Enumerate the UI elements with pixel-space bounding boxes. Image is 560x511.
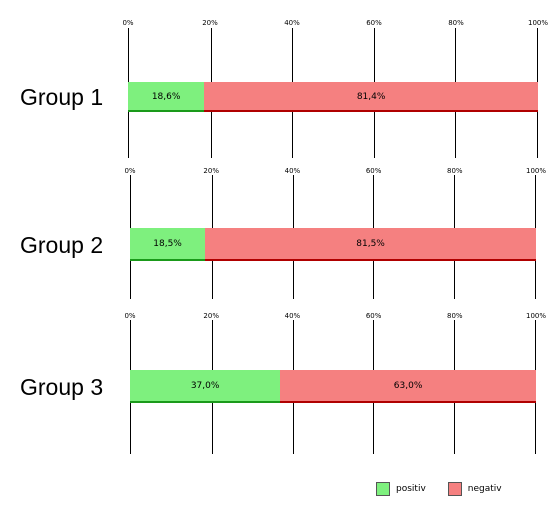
tick-label-g3-2: 40% (284, 312, 301, 320)
tick-label-g2-3: 60% (365, 167, 382, 175)
legend-label-negativ: negativ (467, 484, 502, 494)
tick-label-g2-4: 80% (447, 167, 463, 175)
legend-item-positiv: positiv (376, 482, 426, 496)
bar-positiv-group-1: 18,6% (128, 82, 205, 112)
bar-positiv-group-2: 18,5% (130, 228, 206, 261)
tick-label-g3-1: 20% (203, 312, 219, 320)
tick-label-g2-2: 40% (284, 167, 301, 175)
legend-swatch-negativ (447, 482, 462, 496)
tick-label-g2-5: 100% (525, 167, 547, 175)
bar-negativ-group-1: 81,4% (204, 82, 538, 112)
bar-label-negativ-group-3: 63,0% (393, 381, 423, 391)
bar-negativ-group-2: 81,5% (205, 228, 536, 261)
tick-label-g1-0: 0% (122, 19, 134, 27)
group-label-3: Group 3 (20, 374, 104, 400)
bar-negativ-group-3: 63,0% (280, 370, 536, 403)
group-label-1: Group 1 (20, 84, 104, 110)
tick-label-g3-5: 100% (525, 312, 547, 320)
bar-label-positiv-group-3: 37,0% (190, 381, 220, 391)
tick-label-g1-2: 40% (284, 19, 300, 27)
legend-swatch-positiv (376, 482, 390, 496)
bar-positiv-group-3: 37,0% (130, 370, 281, 403)
tick-label-g3-3: 60% (365, 312, 382, 320)
legend: positiv negativ (376, 482, 524, 496)
bar-label-negativ-group-2: 81,5% (356, 239, 385, 249)
group-label-2: Group 2 (20, 232, 104, 258)
tick-label-g2-0: 0% (124, 167, 136, 175)
tick-label-g1-1: 20% (202, 19, 218, 27)
legend-item-negativ: negativ (447, 482, 502, 496)
tick-label-g1-4: 80% (448, 19, 464, 27)
tick-label-g3-4: 80% (447, 312, 463, 320)
tick-label-g1-5: 100% (527, 19, 549, 27)
bar-label-positiv-group-2: 18,5% (153, 239, 182, 249)
legend-label-positiv: positiv (396, 484, 426, 494)
bar-label-negativ-group-1: 81,4% (356, 91, 386, 102)
tick-label-g3-0: 0% (124, 312, 136, 320)
tick-label-g2-1: 20% (203, 167, 219, 175)
tick-label-g1-3: 60% (366, 19, 382, 27)
bar-label-positiv-group-1: 18,6% (151, 91, 181, 102)
